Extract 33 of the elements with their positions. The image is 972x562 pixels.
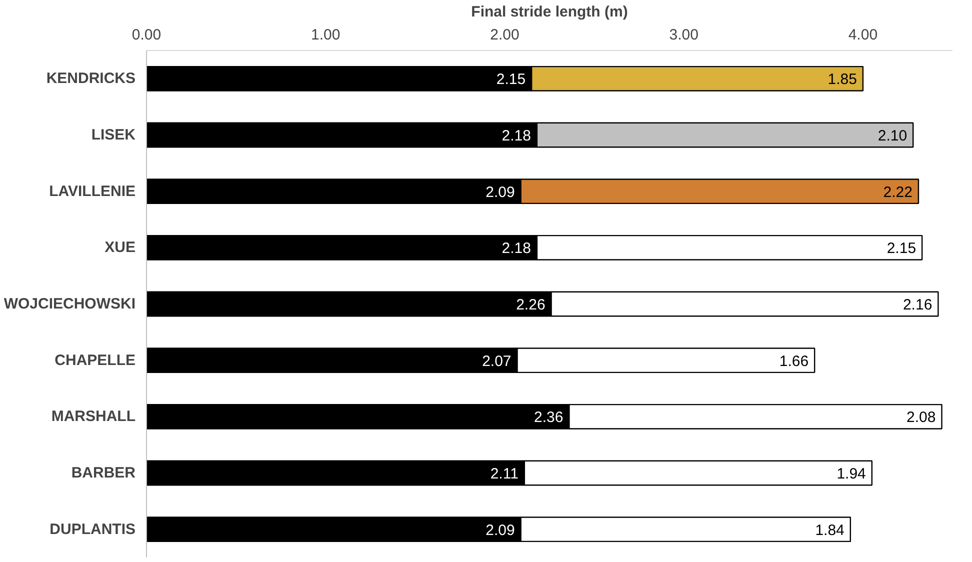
data-label: 2.15 (886, 240, 916, 258)
y-tick-label: MARSHALL (51, 408, 136, 426)
y-tick-label: BARBER (71, 464, 136, 482)
data-label: 2.36 (534, 409, 564, 426)
y-tick-label: XUE (104, 239, 136, 256)
data-label: 2.15 (496, 71, 526, 88)
data-label: 1.84 (815, 522, 844, 539)
y-tick-label: WOJCIECHOWSKI (4, 296, 136, 312)
data-label: 2.16 (902, 296, 932, 314)
data-label: 2.09 (486, 184, 515, 201)
x-tick-label: 0.00 (132, 26, 162, 44)
y-tick-label: KENDRICKS (46, 70, 136, 88)
data-label: 2.11 (490, 466, 518, 482)
data-label: 2.10 (878, 128, 908, 144)
y-tick-label: LAVILLENIE (49, 182, 136, 200)
data-label: 1.66 (779, 352, 809, 370)
data-label: 2.08 (906, 409, 936, 426)
data-label: 1.94 (836, 466, 866, 482)
y-tick-label: LISEK (91, 126, 136, 144)
data-label: 2.22 (883, 184, 912, 201)
x-tick-label: 4.00 (848, 26, 878, 44)
data-label: 2.09 (486, 522, 515, 539)
data-label: 1.85 (828, 71, 857, 88)
x-axis-title: Final stride length (m) (471, 4, 628, 20)
y-tick-label: DUPLANTIS (50, 520, 136, 538)
data-label: 2.26 (516, 296, 546, 314)
y-tick-label: CHAPELLE (54, 352, 136, 369)
x-tick-label: 3.00 (669, 26, 698, 44)
data-label: 2.18 (502, 128, 531, 144)
data-label: 2.18 (502, 240, 531, 258)
x-tick-label: 1.00 (311, 26, 340, 44)
data-label: 2.07 (482, 352, 512, 370)
x-tick-label: 2.00 (490, 26, 520, 44)
